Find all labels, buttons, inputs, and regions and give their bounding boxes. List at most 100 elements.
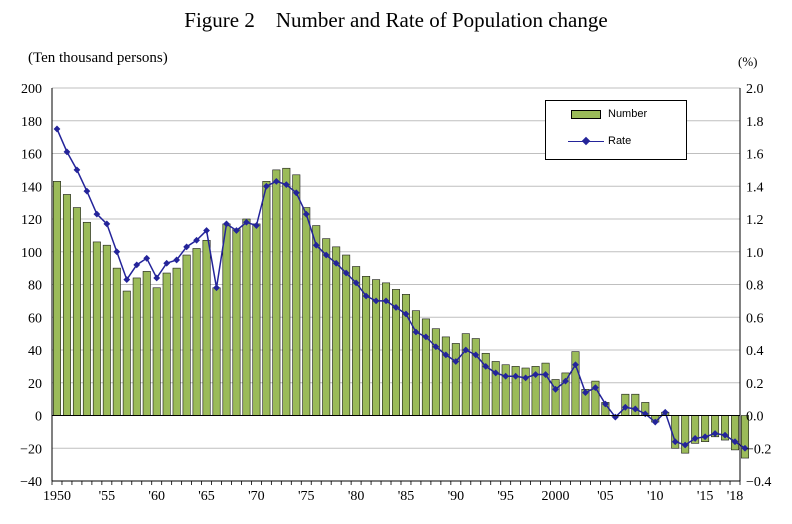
legend-swatch-bar: [571, 110, 601, 119]
x-tick-label: '90: [448, 489, 465, 504]
x-tick-label: '65: [198, 489, 215, 504]
rate-point-1962: [173, 256, 181, 264]
rate-point-1969: [243, 218, 250, 226]
rate-point-2013: [681, 441, 689, 449]
bar-1968: [232, 228, 241, 416]
rate-point-1974: [292, 189, 300, 197]
y-tick-label-right: 1.8: [746, 115, 764, 130]
y-tick-label-left: 40: [28, 344, 42, 359]
rate-point-1955: [103, 220, 111, 228]
rate-point-1971: [262, 182, 270, 190]
rate-point-1970: [253, 222, 260, 229]
bar-1991: [461, 333, 470, 416]
bar-1964: [192, 248, 201, 416]
y-tick-label-right: 0.4: [746, 344, 764, 359]
rate-point-1986: [412, 328, 420, 336]
y-tick-label-left: 20: [28, 377, 42, 392]
bar-1987: [421, 318, 430, 416]
x-tick-label: '18: [727, 489, 744, 504]
bar-1979: [342, 254, 351, 416]
bar-undefined: [740, 415, 749, 459]
y-tick-label-left: 0: [35, 410, 42, 425]
bar-1952: [72, 207, 81, 416]
x-tick-label: '70: [248, 489, 265, 504]
y-tick-label-right: −0.4: [746, 475, 771, 490]
bar-1958: [132, 277, 141, 416]
legend-swatch-marker: [581, 136, 591, 146]
bar-1954: [92, 241, 101, 416]
bar-1973: [282, 167, 291, 416]
rate-point-1975: [302, 210, 310, 218]
rate-point-2017: [721, 431, 729, 439]
x-tick-label: '95: [497, 489, 514, 504]
y-tick-label-right: 0.8: [746, 279, 764, 294]
x-tick-label: '10: [647, 489, 664, 504]
x-tick-label: '05: [597, 489, 614, 504]
rate-point-2015: [701, 433, 709, 441]
bar-1972: [272, 169, 281, 416]
bar-1992: [471, 338, 480, 416]
bar-1955: [102, 244, 111, 416]
bar-1995: [501, 364, 510, 416]
bar-1975: [302, 207, 311, 416]
y-tick-label-left: −20: [20, 442, 42, 457]
rate-point-2008: [631, 405, 639, 413]
bar-1956: [112, 267, 121, 416]
chart-title: Figure 2 Number and Rate of Population c…: [184, 8, 608, 32]
x-tick-label: '80: [348, 489, 365, 504]
rate-point-1956: [113, 248, 121, 256]
y-tick-label-left: 180: [21, 115, 42, 130]
y-tick-label-left: −40: [20, 475, 42, 490]
rate-point-1968: [233, 227, 240, 234]
x-tick-label: '75: [298, 489, 315, 504]
rate-point-1967: [223, 220, 230, 228]
x-tick-label: '15: [697, 489, 714, 504]
y-tick-label-left: 120: [21, 213, 42, 228]
y-tick-label-right: 2.0: [746, 82, 764, 97]
legend-label-number: Number: [608, 108, 648, 120]
x-tick-label: 1950: [43, 489, 71, 504]
rate-point-1963: [183, 243, 191, 251]
rate-point-1950: [53, 125, 61, 133]
rate-point-1989: [442, 351, 450, 359]
bar-1961: [162, 272, 171, 416]
y-tick-label-right: −0.2: [746, 442, 771, 457]
bar-1977: [322, 238, 331, 416]
rate-point-1990: [452, 358, 460, 365]
bar-2002: [571, 351, 580, 416]
y-tick-label-left: 200: [21, 82, 42, 97]
bar-1990: [451, 343, 460, 416]
rate-point-1961: [163, 259, 171, 267]
bar-1967: [222, 223, 231, 416]
x-tick-label: '60: [148, 489, 165, 504]
bar-1999: [541, 362, 550, 416]
y-tick-label-right: 0.0: [746, 410, 764, 425]
bar-1959: [142, 271, 151, 416]
rate-point-1982: [372, 297, 380, 305]
rate-point-1964: [193, 236, 200, 244]
bar-1963: [182, 254, 191, 416]
rate-point-undefined: [741, 444, 749, 452]
y-tick-label-left: 140: [21, 180, 42, 195]
rate-point-1973: [282, 181, 290, 189]
bar-1970: [252, 223, 261, 416]
rate-point-1981: [362, 292, 370, 300]
y-tick-label-left: 80: [28, 279, 42, 294]
rate-point-1958: [133, 261, 141, 269]
x-tick-label: '85: [398, 489, 415, 504]
rate-point-1952: [73, 166, 81, 174]
legend-label-rate: Rate: [608, 135, 632, 147]
bar-1966: [212, 287, 221, 416]
y-tick-label-left: 100: [21, 246, 42, 261]
bar-1965: [202, 239, 211, 416]
bar-1978: [332, 246, 341, 416]
rate-point-1959: [143, 254, 151, 262]
rate-point-1983: [382, 297, 390, 305]
rate-point-1966: [213, 284, 220, 292]
rate-point-2011: [661, 408, 669, 416]
x-tick-label: '55: [99, 489, 116, 504]
bar-1976: [312, 225, 321, 416]
bar-1957: [122, 290, 131, 416]
